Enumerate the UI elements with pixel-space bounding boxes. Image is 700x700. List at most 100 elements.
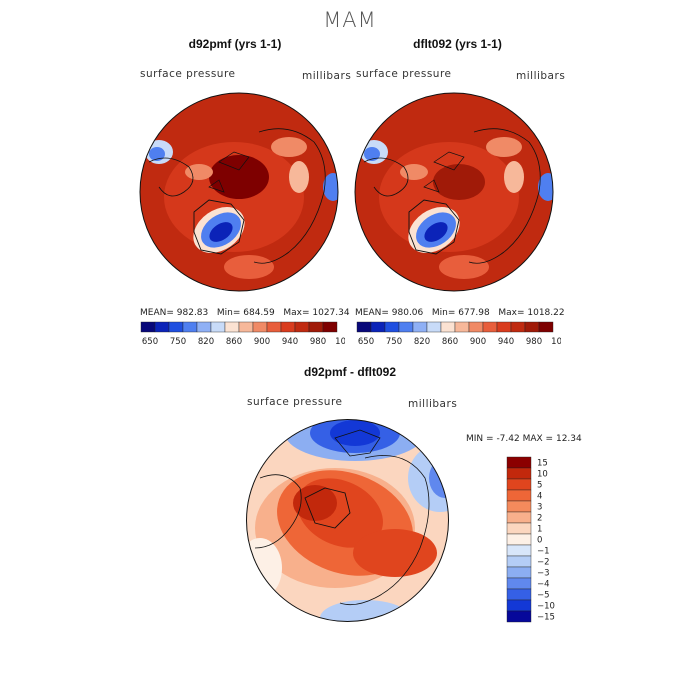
panel3-coastline-america bbox=[254, 474, 302, 549]
panel2-max-label: Max= bbox=[498, 308, 525, 318]
panel2-variable-label: surface pressure bbox=[356, 68, 452, 80]
panel3-max-label: MAX = bbox=[522, 434, 554, 444]
panel1-warm-patch-4 bbox=[224, 255, 274, 279]
panel2-colorbar-tick-label: 980 bbox=[526, 337, 542, 347]
panel3-coastline-eurasia bbox=[339, 455, 430, 606]
panel3-map bbox=[246, 419, 449, 622]
panel2-coastline-greenland bbox=[408, 199, 460, 255]
panel1-low-east bbox=[323, 173, 338, 201]
panel1-warm-patch bbox=[185, 164, 213, 180]
panel3-colorbar-tick-label: 15 bbox=[537, 459, 548, 469]
panel1-coastline-america bbox=[148, 157, 194, 197]
panel1-units-label: millibars bbox=[302, 70, 352, 82]
panel2-coastline-america bbox=[363, 157, 409, 197]
panel1-max-label: Max= bbox=[283, 308, 310, 318]
panel2-colorbar-swatch bbox=[468, 321, 484, 333]
panel1-colorbar-tick-label: 900 bbox=[254, 337, 270, 347]
panel3-colorbar-swatch bbox=[506, 610, 532, 623]
panel3-min-label: MIN = bbox=[466, 434, 494, 444]
panel1-colorbar-swatch bbox=[280, 321, 296, 333]
panel2-warm-patch-4 bbox=[439, 255, 489, 279]
panel2-colorbar-tick-label: 900 bbox=[470, 337, 486, 347]
panel1-colorbar-tick-label: 750 bbox=[170, 337, 186, 347]
panel1-colorbar-swatch bbox=[322, 321, 338, 333]
panel3-colorbar-swatch bbox=[506, 544, 532, 557]
panel1-stats: MEAN= 982.83 Min= 684.59 Max= 1027.34 bbox=[140, 308, 350, 318]
panel2-units-label: millibars bbox=[516, 70, 566, 82]
panel2-min-value: 677.98 bbox=[458, 308, 490, 318]
panel1-colorbar-swatch bbox=[308, 321, 324, 333]
panel2-colorbar-tick-label: 650 bbox=[358, 337, 374, 347]
panel3-stats: MIN = -7.42 MAX = 12.34 bbox=[466, 434, 582, 444]
panel3-coastline-greenland bbox=[304, 487, 351, 529]
panel3-colorbar-swatch bbox=[506, 588, 532, 601]
panel2-colorbar-swatch bbox=[538, 321, 554, 333]
panel3-map-border bbox=[246, 419, 449, 622]
panel3-colorbar-tick-label: 1 bbox=[537, 525, 542, 535]
panel3-colorbar-swatch bbox=[506, 577, 532, 590]
panel2-colorbar-swatch bbox=[412, 321, 428, 333]
panel1-coastline-greenland bbox=[193, 199, 245, 255]
panel1-warm-patch-2 bbox=[271, 137, 307, 157]
panel3-min-value: -7.42 bbox=[496, 434, 520, 444]
panel2-high-center bbox=[433, 164, 485, 200]
panel2-warm-patch-2 bbox=[486, 137, 522, 157]
panel2-colorbar-tick-label: 940 bbox=[498, 337, 514, 347]
panel1-colorbar: 650 750 820 860 900 940 980 1020 bbox=[140, 321, 345, 347]
panel1-colorbar-swatch bbox=[140, 321, 156, 333]
panel1-min-value: 684.59 bbox=[243, 308, 275, 318]
panel1-high-center bbox=[209, 155, 269, 199]
panel3-colorbar-swatch bbox=[506, 522, 532, 535]
panel2-max-value: 1018.22 bbox=[527, 308, 565, 318]
panel1-colorbar-swatch bbox=[238, 321, 254, 333]
panel1-colorbar-tick-label: 860 bbox=[226, 337, 242, 347]
panel1-map bbox=[139, 92, 339, 292]
panel3-colorbar-tick-label: 0 bbox=[537, 536, 542, 546]
panel1-colorbar-swatch bbox=[182, 321, 198, 333]
panel2-coastline-eurasia bbox=[468, 128, 541, 264]
panel3-colorbar-tick-label: −5 bbox=[537, 591, 550, 601]
main-title: MAM bbox=[323, 8, 377, 32]
panel1-colorbar-swatch bbox=[210, 321, 226, 333]
panel1-colorbar-swatch bbox=[196, 321, 212, 333]
panel1-colorbar-tick-label: 650 bbox=[142, 337, 158, 347]
panel1-coastline-islands bbox=[208, 151, 250, 193]
panel2-colorbar-tick-label: 1020 bbox=[551, 337, 561, 347]
panel2-colorbar-swatch bbox=[482, 321, 498, 333]
panel3-colorbar-tick-label: −1 bbox=[537, 547, 550, 557]
panel2-colorbar-swatch bbox=[524, 321, 540, 333]
panel3-positive-core bbox=[293, 485, 337, 521]
panel3-colorbar-tick-label: 5 bbox=[537, 481, 542, 491]
panel3-colorbar-swatch bbox=[506, 511, 532, 524]
panel2-warm-patch bbox=[400, 164, 428, 180]
panel2-mean-label: MEAN= bbox=[355, 308, 389, 318]
panel3-colorbar-tick-label: −4 bbox=[537, 580, 550, 590]
panel1-mean-value: 982.83 bbox=[176, 308, 209, 318]
panel3-colorbar-tick-label: −2 bbox=[537, 558, 550, 568]
panel3-max-value: 12.34 bbox=[555, 434, 582, 444]
panel3-colorbar-tick-label: 3 bbox=[537, 503, 542, 513]
panel1-max-value: 1027.34 bbox=[312, 308, 350, 318]
panel1-colorbar-swatch bbox=[294, 321, 310, 333]
panel3-colorbar-tick-label: −3 bbox=[537, 569, 550, 579]
panel3-colorbar-swatch bbox=[506, 555, 532, 568]
panel2-colorbar-tick-label: 750 bbox=[386, 337, 402, 347]
panel1-colorbar-tick-label: 940 bbox=[282, 337, 298, 347]
panel3-colorbar-swatch bbox=[506, 467, 532, 480]
panel2-colorbar-swatch bbox=[384, 321, 400, 333]
panel3-negative-north-core bbox=[330, 420, 380, 446]
panel3-units-label: millibars bbox=[408, 398, 458, 410]
panel1-greenland-core bbox=[209, 222, 233, 242]
panel3-colorbar-tick-label: −10 bbox=[537, 602, 555, 612]
panel3-colorbar-tick-label: −15 bbox=[537, 613, 555, 623]
panel1-colorbar-swatch bbox=[252, 321, 268, 333]
panel2-greenland-core bbox=[424, 222, 448, 242]
panel1-colorbar-swatch bbox=[266, 321, 282, 333]
panel1-colorbar-tick-label: 1020 bbox=[335, 337, 345, 347]
panel3-colorbar-tick-label: 4 bbox=[537, 492, 542, 502]
panel1-map-border bbox=[139, 92, 339, 292]
panel2-warm-patch-3 bbox=[504, 161, 524, 193]
panel2-colorbar-swatch bbox=[426, 321, 442, 333]
panel2-low-east bbox=[538, 173, 553, 201]
